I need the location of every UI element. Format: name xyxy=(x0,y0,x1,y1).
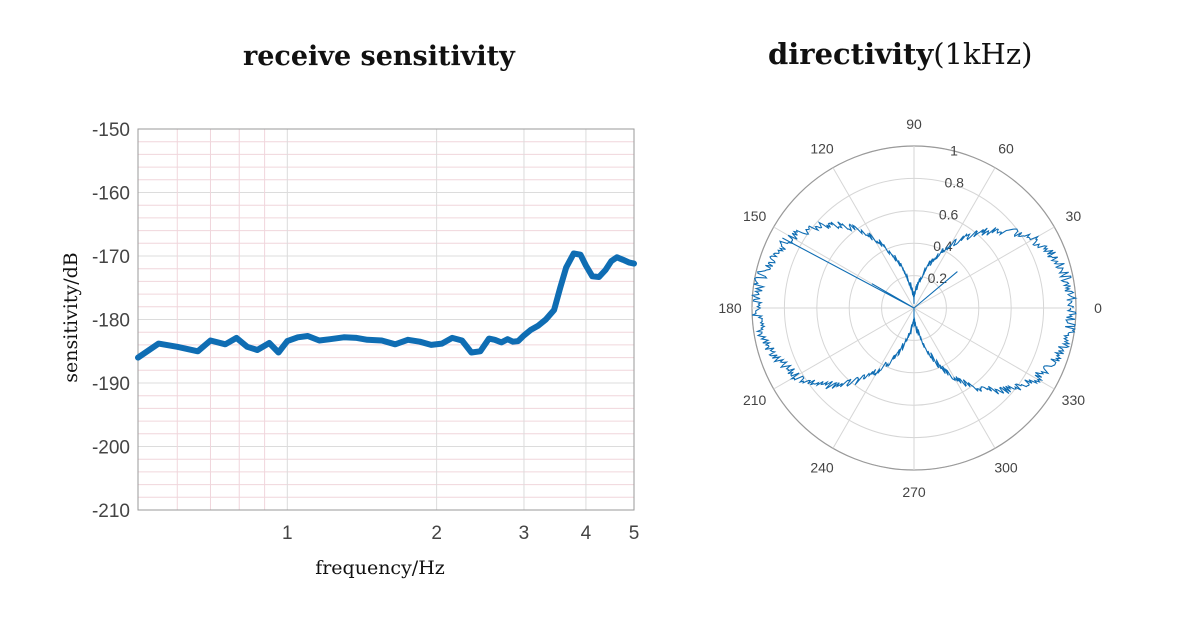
radial-tick-label: 0.4 xyxy=(933,238,953,254)
polar-ticks: 0 30 60 90 120 150 180 210 240 270 300 330 0.2 0.4 0.6… xyxy=(718,116,1102,500)
right-chart-title: directivity(1kHz) xyxy=(768,40,1032,69)
y-tick-label: -180 xyxy=(92,311,130,332)
angular-grid-line xyxy=(832,307,915,449)
angle-tick-label: 270 xyxy=(902,484,926,500)
angular-grid-line xyxy=(913,307,1055,390)
x-axis-label: frequency/Hz xyxy=(315,557,445,579)
line-chart-grid xyxy=(138,128,635,511)
angle-tick-label: 210 xyxy=(743,392,767,408)
radial-tick-label: 0.2 xyxy=(928,270,948,286)
x-tick-label: 4 xyxy=(581,523,592,544)
x-tick-label: 1 xyxy=(282,523,293,544)
line-chart-frame xyxy=(137,128,635,511)
directivity-polar-chart: 0 30 60 90 120 150 180 210 240 270 300 330 0.2 0.4 0.6… xyxy=(718,116,1102,500)
angle-tick-label: 240 xyxy=(810,459,834,475)
directivity-series-line xyxy=(750,221,1078,395)
y-tick-label: -160 xyxy=(92,184,130,205)
radial-tick-label: 0.8 xyxy=(945,174,965,190)
x-tick-label: 5 xyxy=(629,523,640,544)
angular-grid-line xyxy=(913,226,1055,309)
directivity-spikes xyxy=(782,237,958,328)
sensitivity-line-chart: -150 -160 -170 -180 -190 -200 -210 1 2 3 4 5 freque… xyxy=(60,120,639,579)
angle-tick-label: 90 xyxy=(906,116,922,132)
left-chart-title: receive sensitivity xyxy=(243,41,515,72)
angle-tick-label: 330 xyxy=(1062,392,1086,408)
polar-grid xyxy=(751,145,1077,471)
angle-tick-label: 150 xyxy=(743,208,767,224)
line-chart-ticks: -150 -160 -170 -180 -190 -200 -210 1 2 3 4 5 xyxy=(92,120,639,544)
radial-tick-label: 0.6 xyxy=(939,206,959,222)
angle-tick-label: 60 xyxy=(998,141,1014,157)
y-tick-label: -150 xyxy=(92,120,130,141)
radial-tick-label: 1 xyxy=(950,142,958,158)
angle-tick-label: 180 xyxy=(718,300,742,316)
y-tick-label: -200 xyxy=(92,438,130,459)
sensitivity-series-line xyxy=(135,250,637,361)
y-tick-label: -170 xyxy=(92,247,130,268)
angular-grid-line xyxy=(773,307,915,390)
angle-tick-label: 0 xyxy=(1094,300,1102,316)
angle-tick-label: 120 xyxy=(810,141,834,157)
angle-tick-label: 300 xyxy=(994,459,1018,475)
y-axis-label: sensitivity/dB xyxy=(60,252,82,382)
y-tick-label: -210 xyxy=(92,501,130,522)
x-tick-label: 2 xyxy=(431,523,442,544)
angle-tick-label: 30 xyxy=(1066,208,1082,224)
y-tick-label: -190 xyxy=(92,374,130,395)
x-tick-label: 3 xyxy=(519,523,530,544)
right-title-suffix: (1kHz) xyxy=(933,37,1033,71)
right-title-main: directivity xyxy=(768,37,934,71)
angular-grid-line xyxy=(913,167,996,309)
